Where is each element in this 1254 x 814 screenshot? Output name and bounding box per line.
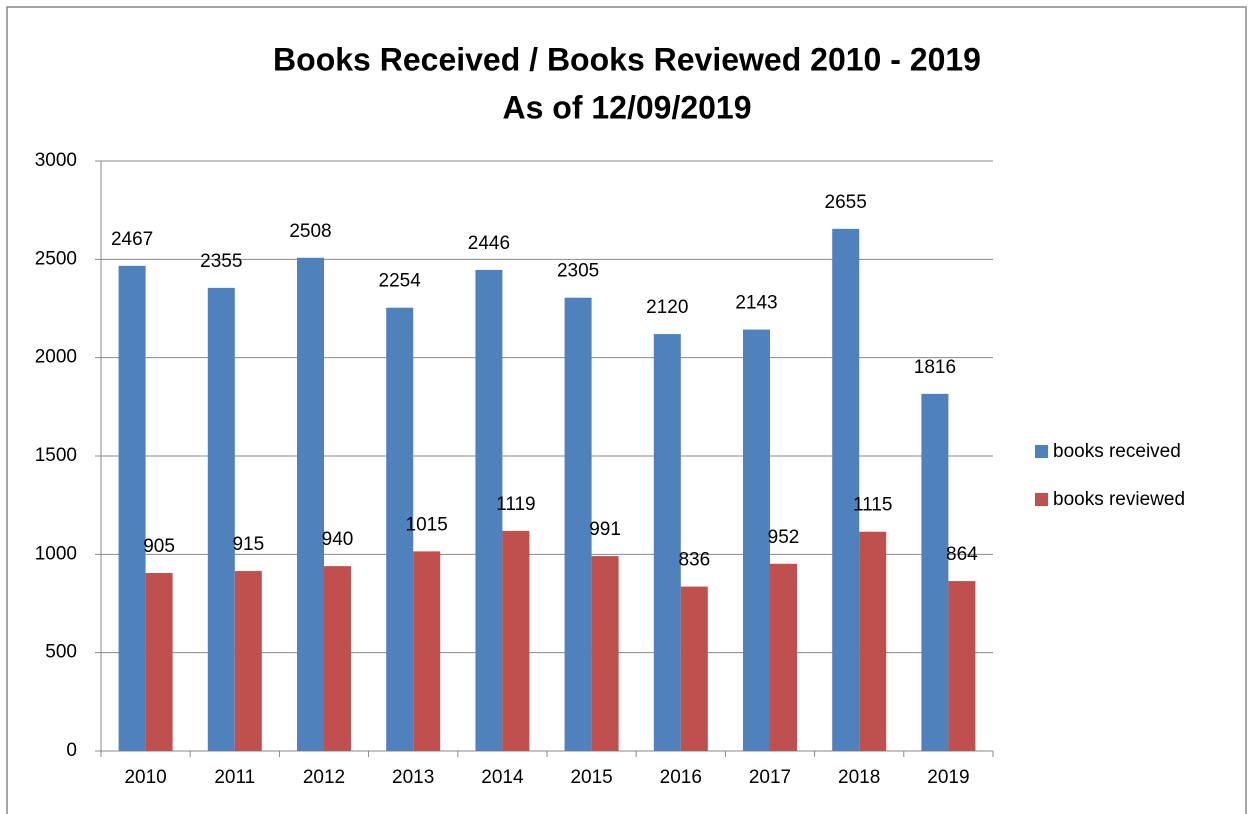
data-label: 952 (768, 527, 800, 548)
y-tick-label: 0 (66, 740, 77, 761)
bar (653, 334, 681, 751)
bar (145, 573, 173, 751)
x-tick-label: 2017 (749, 767, 791, 788)
data-label: 2305 (557, 261, 599, 282)
x-tick-label: 2013 (392, 767, 434, 788)
x-tick-label: 2014 (481, 767, 524, 788)
x-tick-label: 2019 (927, 767, 969, 788)
data-label: 2446 (468, 233, 510, 254)
x-tick-label: 2015 (570, 767, 612, 788)
data-label: 1816 (914, 357, 956, 378)
data-label: 991 (589, 519, 621, 540)
bar (564, 297, 592, 751)
data-label: 2143 (735, 293, 777, 314)
data-label: 2467 (111, 229, 153, 250)
y-tick-label: 2500 (35, 248, 77, 269)
data-label: 940 (322, 529, 354, 550)
data-label: 2508 (289, 221, 331, 242)
bar (770, 563, 797, 751)
data-label: 2120 (646, 297, 688, 318)
x-tick-label: 2018 (838, 767, 880, 788)
bar (118, 265, 146, 751)
chart-title: Books Received / Books Reviewed 2010 - 2… (273, 41, 981, 77)
y-tick-label: 500 (45, 642, 77, 663)
bar (413, 551, 441, 751)
chart-subtitle: As of 12/09/2019 (502, 89, 751, 125)
x-tick-label: 2016 (660, 767, 702, 788)
legend-swatch (1035, 445, 1048, 458)
x-tick-label: 2012 (303, 767, 345, 788)
y-tick-label: 2000 (35, 347, 77, 368)
bar (475, 269, 503, 751)
data-label: 1115 (853, 495, 892, 516)
bar (234, 571, 262, 751)
data-label: 2254 (379, 271, 422, 292)
data-label: 836 (678, 550, 710, 571)
y-tick-label: 1000 (35, 543, 77, 564)
bar (743, 329, 770, 751)
data-label: 915 (232, 534, 264, 555)
data-label: 1119 (496, 494, 535, 515)
bar (591, 556, 619, 751)
bar (832, 228, 860, 752)
data-label: 864 (946, 544, 978, 565)
x-tick-label: 2011 (214, 767, 255, 788)
legend-swatch (1035, 493, 1048, 506)
bar (386, 307, 414, 751)
bar (859, 531, 887, 751)
data-label: 2655 (825, 192, 867, 213)
data-label: 2355 (200, 251, 242, 272)
bar (680, 586, 708, 751)
y-tick-label: 3000 (35, 150, 77, 171)
bar (948, 581, 976, 751)
bar (324, 566, 351, 751)
bar (502, 530, 530, 751)
chart-border (6, 6, 1247, 814)
bar (297, 257, 324, 751)
y-tick-label: 1500 (35, 445, 77, 466)
data-label: 1015 (406, 514, 448, 535)
legend-label: books received (1053, 441, 1181, 462)
bar (207, 287, 235, 751)
bar (921, 393, 949, 751)
data-label: 905 (143, 536, 175, 557)
legend-label: books reviewed (1053, 489, 1185, 510)
x-tick-label: 2010 (124, 767, 166, 788)
